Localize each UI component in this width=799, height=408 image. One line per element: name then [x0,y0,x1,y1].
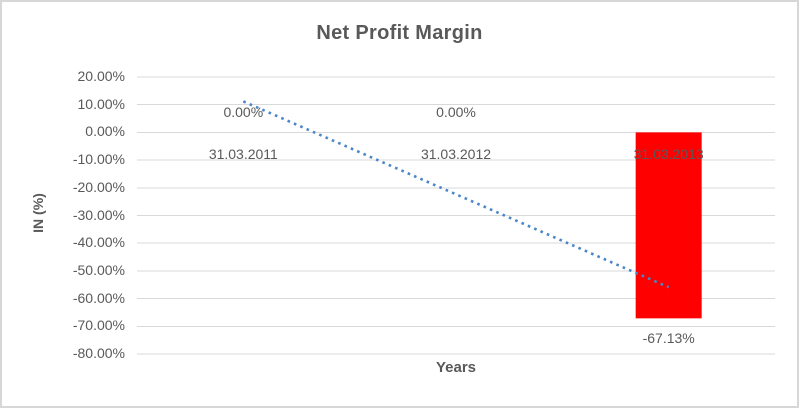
data-label: 0.00% [436,104,476,121]
y-tick-label: -20.00% [72,178,125,195]
y-tick-label: -60.00% [72,289,125,306]
bar-31.03.2013 [635,132,702,319]
chart-title: Net Profit Margin [316,22,483,44]
data-label: -67.13% [642,330,695,347]
y-tick-label: -70.00% [72,317,125,334]
y-tick-label: -50.00% [72,261,125,278]
trendline [242,100,670,289]
y-tick-label: -80.00% [72,345,125,361]
data-label: 0.00% [223,104,264,121]
category-label: 31.03.2013 [633,146,704,163]
category-label: 31.03.2012 [420,146,492,163]
x-axis-title: Years [435,359,477,376]
y-tick-label: -40.00% [72,234,125,251]
y-tick-label: 10.00% [77,95,125,112]
y-tick-label: -10.00% [72,151,125,168]
y-tick-label: 0.00% [85,123,125,140]
category-label: 31.03.2011 [208,146,278,163]
y-tick-label: 20.00% [77,68,125,84]
y-tick-label: -30.00% [72,206,125,223]
